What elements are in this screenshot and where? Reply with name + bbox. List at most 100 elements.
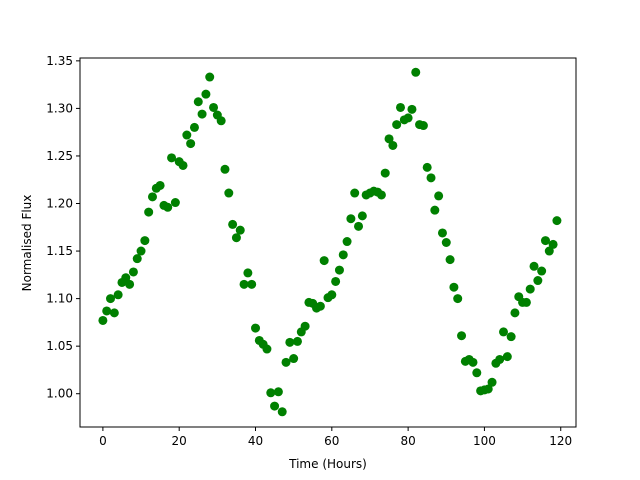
y-tick-label: 1.10 (46, 292, 73, 306)
data-point (189, 122, 199, 132)
data-point (346, 214, 356, 224)
data-point (395, 102, 405, 112)
y-tick-label: 1.30 (46, 101, 73, 115)
data-point (216, 116, 226, 126)
data-point (502, 352, 512, 362)
data-point (186, 139, 196, 149)
data-point (281, 357, 291, 367)
x-tick-label: 20 (172, 434, 187, 448)
data-point (403, 113, 413, 123)
plot-frame (79, 57, 577, 428)
x-tick-label: 40 (248, 434, 263, 448)
data-point (163, 202, 173, 212)
data-point (521, 297, 531, 307)
data-point (266, 388, 276, 398)
data-point (251, 323, 261, 333)
data-point (418, 121, 428, 131)
data-point (552, 216, 562, 226)
data-point (468, 357, 478, 367)
data-point (132, 254, 142, 264)
data-point (193, 97, 203, 107)
data-point (388, 140, 398, 150)
data-point (178, 160, 188, 170)
data-point (147, 192, 157, 202)
data-point (289, 354, 299, 364)
data-point (426, 173, 436, 183)
x-tick-label: 60 (324, 434, 339, 448)
data-point (125, 279, 135, 289)
data-points (98, 67, 562, 417)
data-point (155, 180, 165, 190)
data-point (201, 89, 211, 99)
x-tick-label: 120 (549, 434, 572, 448)
data-point (354, 221, 364, 231)
data-point (331, 276, 341, 286)
x-tick-label: 80 (400, 434, 415, 448)
data-point (170, 198, 180, 208)
data-point (182, 130, 192, 140)
x-tick-label: 0 (99, 434, 107, 448)
data-point (548, 239, 558, 249)
y-axis-ticks: 1.00 1.05 1.10 1.15 1.20 1.25 1.30 1.35 (46, 54, 80, 401)
data-point (102, 306, 112, 316)
data-point (453, 294, 463, 304)
data-point (342, 237, 352, 247)
data-point (270, 401, 280, 411)
data-point (273, 387, 283, 397)
data-point (472, 368, 482, 378)
data-point (300, 321, 310, 331)
data-point (106, 294, 116, 304)
y-tick-label: 1.35 (46, 54, 73, 68)
data-point (327, 290, 337, 300)
data-point (529, 261, 539, 271)
y-tick-label: 1.25 (46, 149, 73, 163)
data-point (98, 315, 108, 325)
data-point (128, 267, 138, 277)
data-point (224, 188, 234, 198)
data-point (113, 290, 123, 300)
x-axis-label: Time (Hours) (288, 457, 367, 471)
data-point (109, 308, 119, 318)
data-point (136, 246, 146, 256)
y-tick-label: 1.15 (46, 244, 73, 258)
data-point (544, 246, 554, 256)
data-point (445, 255, 455, 265)
data-point (235, 225, 245, 235)
data-point (167, 153, 177, 163)
data-point (262, 344, 272, 354)
y-tick-label: 1.00 (46, 387, 73, 401)
data-point (220, 164, 230, 174)
data-point (510, 308, 520, 318)
data-point (338, 250, 348, 260)
data-point (277, 407, 287, 417)
data-point (140, 236, 150, 246)
data-point (121, 273, 131, 283)
data-point (411, 67, 421, 77)
data-point (357, 211, 367, 221)
data-point (247, 279, 257, 289)
data-point (197, 109, 207, 119)
data-point (380, 168, 390, 178)
data-point (205, 72, 215, 82)
data-point (525, 284, 535, 294)
data-point (407, 104, 417, 114)
data-point (487, 377, 497, 387)
data-point (540, 236, 550, 246)
data-point (422, 162, 432, 172)
data-point (231, 233, 241, 243)
data-point (228, 219, 238, 229)
x-axis-ticks: 0 20 40 60 80 100 120 (99, 427, 572, 448)
x-tick-label: 100 (473, 434, 496, 448)
y-tick-label: 1.05 (46, 339, 73, 353)
data-point (315, 301, 325, 311)
data-point (483, 384, 493, 394)
data-point (292, 336, 302, 346)
data-point (537, 266, 547, 276)
data-point (350, 188, 360, 198)
data-point (239, 279, 249, 289)
data-point (243, 268, 253, 278)
data-point (384, 134, 394, 144)
data-point (285, 337, 295, 347)
